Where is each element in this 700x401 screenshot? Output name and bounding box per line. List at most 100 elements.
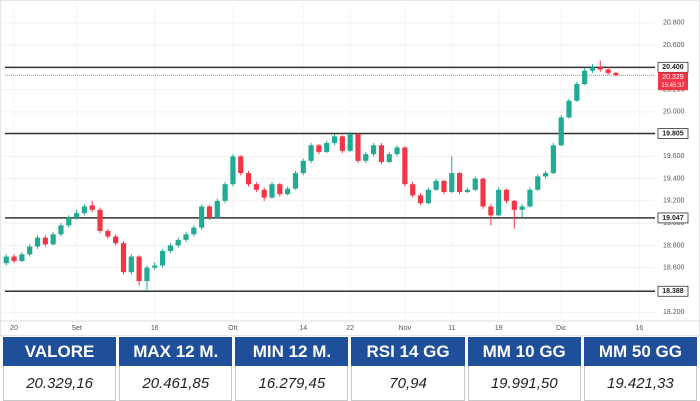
y-tick-label: 20.000 bbox=[663, 109, 685, 116]
candle-body bbox=[230, 156, 236, 185]
candle-body bbox=[97, 209, 103, 231]
candle-body bbox=[277, 184, 283, 195]
chart: 18.20018.40018.60018.80019.00019.20019.4… bbox=[0, 0, 700, 336]
x-tick-label: 16 bbox=[635, 325, 643, 332]
candle-body bbox=[472, 178, 478, 190]
x-tick-label: Ott bbox=[228, 325, 237, 332]
x-tick-label: 22 bbox=[346, 325, 354, 332]
candle-body bbox=[191, 227, 197, 235]
candle-body bbox=[300, 160, 306, 174]
header-cell: VALORE bbox=[3, 337, 117, 366]
candle-body bbox=[535, 176, 541, 190]
candle-body bbox=[152, 265, 158, 268]
candle-body bbox=[605, 69, 611, 73]
candle-body bbox=[394, 147, 400, 155]
candle-body bbox=[3, 256, 9, 264]
candle-body bbox=[81, 206, 88, 214]
candle-body bbox=[253, 184, 259, 190]
candle-body bbox=[222, 184, 228, 201]
candle-body bbox=[597, 67, 603, 70]
value-cell: 19.991,50 bbox=[467, 366, 581, 401]
candle-body bbox=[464, 189, 471, 192]
candle-body bbox=[113, 236, 119, 244]
candle-body bbox=[105, 230, 111, 237]
candle-body bbox=[308, 145, 314, 161]
value-cell: 16.279,45 bbox=[235, 366, 349, 401]
x-tick-label: 14 bbox=[299, 325, 307, 332]
y-tick-label: 18.600 bbox=[663, 265, 685, 272]
candle-body bbox=[34, 237, 41, 247]
candle-body bbox=[331, 136, 338, 144]
candle-body bbox=[285, 188, 291, 195]
candle-body bbox=[261, 189, 267, 198]
candle-body bbox=[480, 178, 486, 207]
candle-body bbox=[410, 184, 416, 196]
candle-body bbox=[558, 117, 564, 146]
candle-body bbox=[238, 156, 244, 174]
value-cell: 20.461,85 bbox=[119, 366, 233, 401]
value-cell: 70,94 bbox=[351, 366, 465, 401]
header-cell: MM 10 GG bbox=[467, 337, 581, 366]
candle-body bbox=[50, 234, 56, 245]
level-label-box bbox=[657, 285, 689, 297]
candle-body bbox=[66, 217, 72, 226]
candle-body bbox=[58, 225, 64, 235]
candle-body bbox=[144, 267, 150, 282]
candle-body bbox=[316, 145, 322, 152]
level-label: 19.047 bbox=[662, 215, 684, 222]
candle-body bbox=[519, 206, 525, 210]
last-price-time: 15:45:37 bbox=[661, 83, 685, 89]
candle-body bbox=[183, 234, 189, 240]
header-cell: MM 50 GG bbox=[583, 337, 697, 366]
last-price-label: 20.329 bbox=[662, 74, 684, 81]
candle-body bbox=[199, 206, 205, 228]
level-label-box bbox=[657, 212, 689, 224]
candle-body bbox=[378, 145, 385, 162]
candle-body bbox=[73, 213, 80, 218]
candle-body bbox=[206, 206, 213, 218]
candle-body bbox=[128, 256, 134, 273]
level-label: 20.400 bbox=[662, 64, 684, 71]
candle-body bbox=[324, 143, 330, 152]
candle-body bbox=[371, 145, 377, 155]
candle-body bbox=[574, 84, 580, 101]
candle-body bbox=[582, 70, 588, 85]
y-tick-label: 18.800 bbox=[663, 242, 685, 249]
y-tick-label: 18.200 bbox=[663, 309, 685, 316]
candle-body bbox=[347, 134, 353, 151]
x-tick-label: 19 bbox=[495, 325, 503, 332]
value-cell: 19.421,33 bbox=[583, 366, 697, 401]
level-label-box bbox=[657, 128, 689, 139]
candle-body bbox=[363, 154, 369, 161]
candle-body bbox=[542, 173, 549, 177]
candle-body bbox=[566, 100, 572, 118]
value-row: 20.329,16 20.461,85 16.279,45 70,94 19.991,5… bbox=[3, 366, 697, 401]
candle-body bbox=[27, 246, 33, 255]
x-tick-label: 16 bbox=[151, 325, 159, 332]
candle-body bbox=[589, 67, 596, 71]
candle-body bbox=[245, 173, 252, 185]
candle-body bbox=[175, 239, 181, 246]
candle-body bbox=[159, 250, 166, 266]
header-cell: MIN 12 M. bbox=[235, 337, 349, 366]
candle-body bbox=[11, 256, 17, 262]
candle-body bbox=[433, 180, 439, 190]
candle-body bbox=[269, 184, 275, 198]
candle-body bbox=[488, 206, 494, 216]
x-tick-label: Nov bbox=[399, 325, 412, 332]
y-tick-label: 19.400 bbox=[663, 175, 685, 182]
candle-body bbox=[167, 245, 173, 251]
x-tick-label: Dic bbox=[556, 325, 567, 332]
candle-body bbox=[503, 189, 510, 201]
y-tick-label: 19.000 bbox=[663, 220, 685, 227]
header-row: VALORE MAX 12 M. MIN 12 M. RSI 14 GG MM 10 G… bbox=[3, 337, 697, 366]
y-tick-label: 19.600 bbox=[663, 153, 685, 160]
stats-table: VALORE MAX 12 M. MIN 12 M. RSI 14 GG MM 10 G… bbox=[0, 337, 700, 401]
last-price-box bbox=[658, 72, 688, 91]
candle-body bbox=[449, 173, 455, 192]
candle-body bbox=[550, 145, 556, 174]
candle-body bbox=[42, 237, 48, 245]
x-tick-label: 20 bbox=[10, 325, 18, 332]
candle-body bbox=[120, 243, 127, 273]
